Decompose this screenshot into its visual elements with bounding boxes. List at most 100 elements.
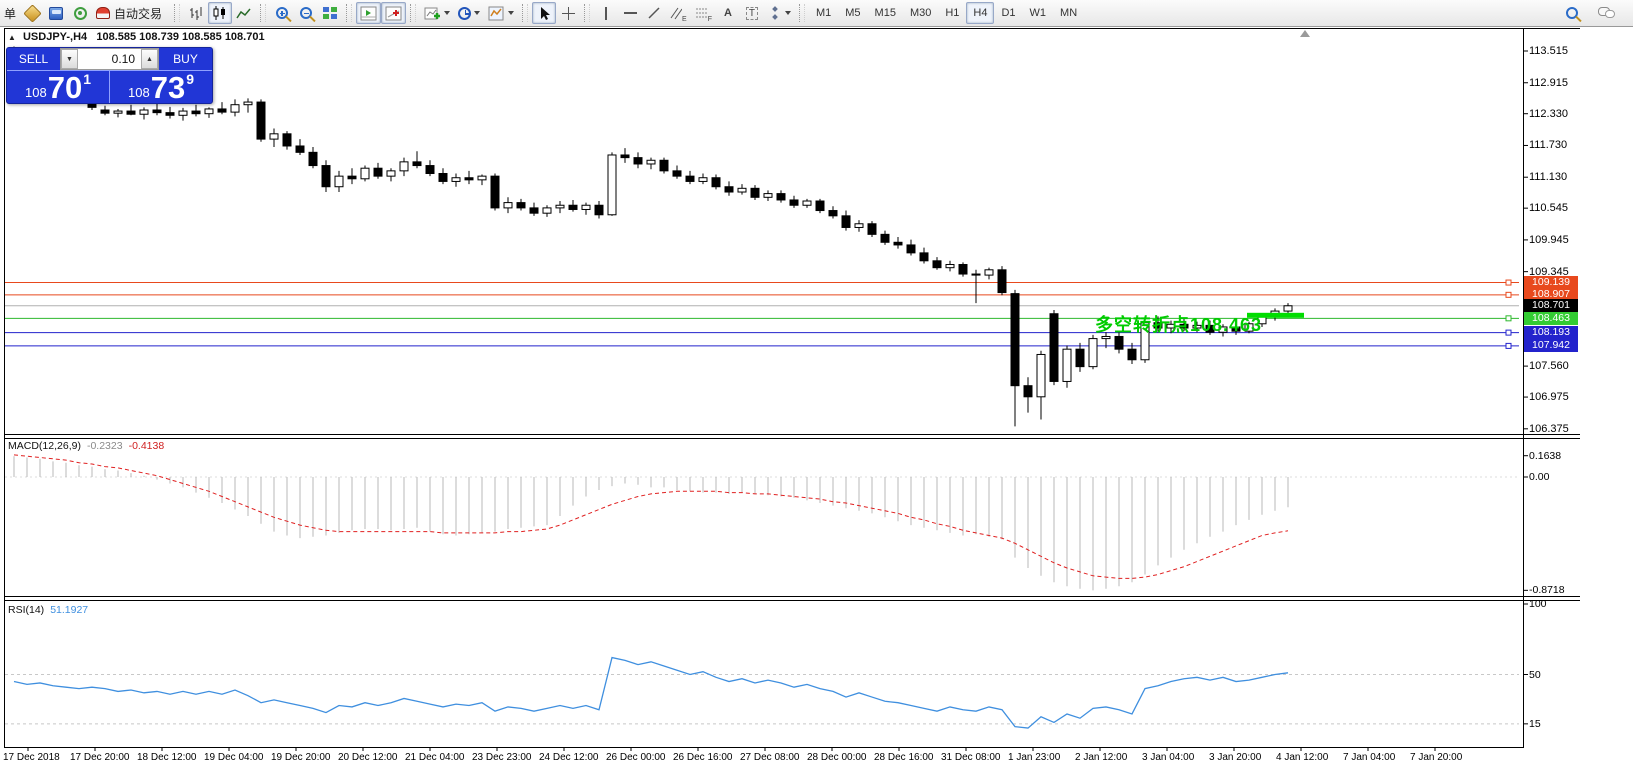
time-tick-label: 3 Jan 20:00 [1209, 752, 1262, 763]
buy-price-prefix: 108 [128, 85, 150, 100]
chart-canvas[interactable] [0, 27, 1633, 770]
macd-name: MACD(12,26,9) [8, 440, 81, 452]
periods-button[interactable] [454, 2, 484, 24]
sell-price-prefix: 108 [25, 85, 47, 100]
sell-price-big: 70 [47, 70, 83, 104]
time-tick-label: 17 Dec 20:00 [70, 752, 130, 763]
horizontal-line-icon [623, 12, 637, 14]
candlestick-icon [213, 6, 226, 20]
zoom-out-button[interactable] [294, 2, 318, 24]
chart-shift-marker[interactable] [1300, 30, 1310, 37]
timeframe-m1[interactable]: M1 [815, 7, 832, 19]
macd-separator[interactable] [4, 434, 1580, 435]
chevron-down-icon [444, 11, 451, 15]
price-tick-label: 106.975 [1529, 391, 1569, 404]
fibonacci-letter: F [707, 16, 712, 23]
chat-button[interactable] [1594, 2, 1619, 24]
timeframe-h4[interactable]: H4 [966, 2, 995, 24]
sell-price[interactable]: 108 70 1 [7, 70, 109, 104]
volume-stepper: ▼ 0.10 ▲ [60, 48, 159, 70]
timeframe-m5[interactable]: M5 [845, 7, 861, 19]
toolbar-grip [174, 4, 181, 22]
timeframe-group: M1 M5 M15 M30 H1 H4 D1 W1 MN [809, 2, 1084, 24]
timeframe-m15[interactable]: M15 [874, 7, 896, 19]
toolbar-grip [260, 4, 267, 22]
sell-button[interactable]: SELL [7, 48, 60, 70]
signals-button[interactable] [68, 2, 92, 24]
price-tick-label: 107.560 [1529, 360, 1569, 373]
line-chart-button[interactable] [232, 2, 256, 24]
channel-button[interactable]: E [666, 2, 691, 24]
templates-button[interactable] [484, 2, 518, 24]
price-tag: 109.139 [1524, 276, 1578, 290]
add-indicator-button[interactable] [420, 2, 454, 24]
search-button[interactable] [1560, 2, 1584, 24]
chart-play-icon [360, 6, 377, 20]
horizontal-line-button[interactable] [618, 2, 642, 24]
time-axis-line [4, 747, 1524, 748]
time-tick-label: 17 Dec 2018 [3, 752, 60, 763]
clock-icon [458, 6, 472, 20]
tile-windows-button[interactable] [318, 2, 342, 24]
time-tick-label: 27 Dec 08:00 [740, 752, 800, 763]
time-tick-label: 31 Dec 08:00 [941, 752, 1001, 763]
timeframe-w1[interactable]: W1 [1029, 7, 1047, 19]
timeframe-mn[interactable]: MN [1060, 7, 1078, 19]
macd-separator[interactable] [4, 438, 1580, 439]
rsi-separator[interactable] [4, 596, 1580, 597]
text-button[interactable]: A [716, 2, 740, 24]
time-tick-label: 20 Dec 12:00 [338, 752, 398, 763]
collapse-icon[interactable]: ▲ [8, 33, 16, 42]
crosshair-button[interactable] [556, 2, 580, 24]
timeframe-h1[interactable]: H1 [945, 7, 960, 19]
arrows-icon [772, 6, 778, 20]
pivot-annotation[interactable]: 多空转折点108.463 [1095, 315, 1263, 335]
trendline-button[interactable] [642, 2, 666, 24]
toolbar-grip [410, 4, 417, 22]
indicators-window-button[interactable] [356, 2, 382, 24]
arrows-button[interactable] [764, 2, 795, 24]
trendline-icon [648, 7, 660, 19]
sell-price-pip: 1 [83, 71, 91, 87]
text-label-button[interactable]: T [740, 2, 764, 24]
price-tag: 108.463 [1524, 311, 1578, 325]
time-tick-label: 2 Jan 12:00 [1075, 752, 1128, 763]
toolbar-grip [584, 4, 591, 22]
bar-chart-button[interactable] [184, 2, 208, 24]
zoom-in-button[interactable] [270, 2, 294, 24]
vertical-line-button[interactable] [594, 2, 618, 24]
chart-shift-button[interactable] [381, 2, 407, 24]
volume-decrease-button[interactable]: ▼ [61, 49, 78, 69]
price-tick-label: 112.330 [1529, 107, 1568, 120]
cursor-button[interactable] [532, 2, 557, 24]
toolbar-grip [522, 4, 529, 22]
buy-button[interactable]: BUY [159, 48, 212, 70]
rsi-tick-label: 50 [1529, 668, 1541, 681]
macd-tick-label: -0.8718 [1529, 584, 1565, 597]
symbol-period-label: USDJPY-,H4 [22, 31, 88, 43]
timeframe-m30[interactable]: M30 [909, 7, 932, 19]
rsi-separator[interactable] [4, 600, 1580, 601]
chart-area: ▲ USDJPY-,H4 108.585 108.739 108.585 108… [0, 27, 1633, 770]
volume-value[interactable]: 0.10 [111, 52, 135, 66]
add-indicator-icon [424, 7, 441, 19]
candlestick-chart-button[interactable] [208, 2, 233, 24]
volume-increase-button[interactable]: ▲ [141, 49, 158, 69]
fibonacci-button[interactable]: F [691, 2, 716, 24]
text-label-icon: T [745, 6, 759, 20]
timeframe-d1[interactable]: D1 [1001, 7, 1016, 19]
new-order-button[interactable]: 单 [4, 6, 17, 21]
buy-price[interactable]: 108 73 9 [109, 71, 212, 103]
autotrading-button[interactable]: 自动交易 [92, 2, 170, 24]
bar-chart-icon [190, 6, 202, 20]
macd-header: MACD(12,26,9) -0.2323 -0.4138 [8, 440, 164, 452]
buy-price-pip: 9 [186, 71, 194, 87]
zoom-out-icon [300, 7, 316, 23]
price-tag: 107.942 [1524, 339, 1578, 353]
rsi-name: RSI(14) [8, 604, 45, 616]
search-icon [1566, 7, 1582, 23]
accounts-button[interactable] [44, 2, 68, 24]
macd-tick-label: 0.1638 [1529, 449, 1562, 462]
line-chart-icon [236, 8, 251, 18]
deposit-button[interactable] [20, 2, 44, 24]
